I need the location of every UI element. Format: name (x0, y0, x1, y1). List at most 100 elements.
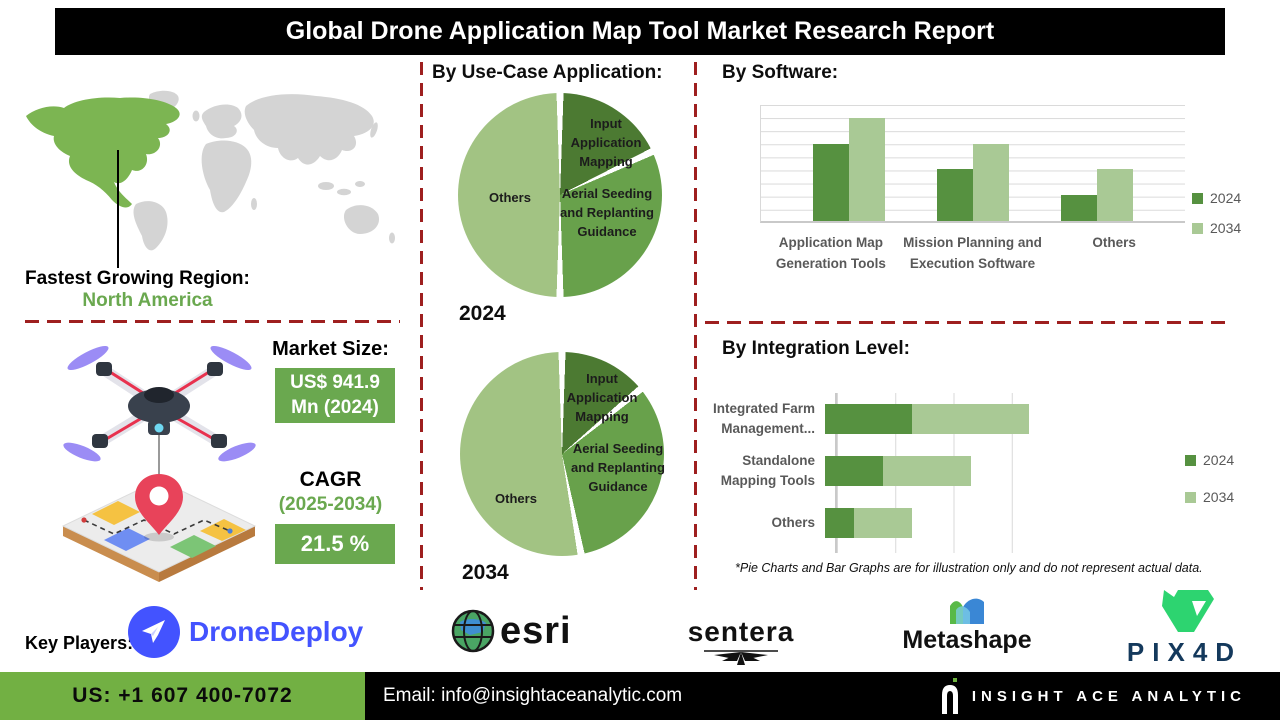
software-category-labels: Application Map Generation Tools Mission … (760, 233, 1185, 275)
disclaimer-footnote: *Pie Charts and Bar Graphs are for illus… (735, 561, 1203, 575)
metashape-wordmark: Metashape (902, 626, 1032, 654)
drone-body (128, 389, 190, 423)
bar-segment-2024 (825, 404, 913, 434)
bar-row: Others (705, 497, 1075, 549)
legend-item: 2034 (1192, 220, 1241, 236)
bar-2024 (1061, 195, 1097, 221)
market-size-value-box: US$ 941.9 Mn (2024) (275, 368, 395, 423)
bar-group (1061, 105, 1133, 221)
bar-2034 (849, 117, 885, 221)
pie-slice-label: Input Application Mapping (566, 371, 638, 424)
bar-row: Standalone Mapping Tools (705, 445, 1075, 497)
pie-slice-label: Aerial Seeding and Replanting Guidance (560, 186, 654, 239)
category-label: Integrated Farm Management... (712, 401, 815, 436)
drone-camera-lens (154, 423, 164, 433)
south-america-shape (133, 201, 168, 251)
legend-swatch-2034 (1185, 491, 1196, 503)
europe-shape (201, 104, 242, 139)
bar-2034 (973, 143, 1009, 221)
legend-label: 2024 (1203, 452, 1235, 468)
australia-shape (343, 205, 380, 234)
logo-esri: esri (450, 608, 572, 654)
bar-track (825, 456, 1058, 486)
dronedeploy-wordmark: DroneDeploy (189, 616, 364, 647)
bar-2024 (937, 169, 973, 221)
bar-2024 (813, 143, 849, 221)
bar-segment-2024 (825, 508, 855, 538)
legend-swatch-2024 (1185, 454, 1196, 466)
category-label: Others (771, 515, 815, 531)
a-monogram-icon (941, 678, 958, 714)
legend-label: 2024 (1210, 190, 1242, 206)
pix4d-wordmark: PIX4D (1126, 637, 1243, 667)
market-size-label: Market Size: (272, 338, 389, 360)
north-america-shape (26, 97, 180, 208)
category-label: Mission Planning and Execution Software (903, 235, 1042, 271)
logo-metashape: Metashape (892, 594, 1042, 655)
bar-track (825, 404, 1058, 434)
footer-email: Email: info@insightaceanalytic.com (383, 685, 683, 706)
bar-segment-2034 (912, 404, 1029, 434)
integration-bar-chart: Integrated Farm Management... Standalone … (705, 393, 1075, 553)
mountain-ribbon-icon (950, 598, 984, 624)
legend-label: 2034 (1203, 489, 1235, 505)
bar-group (937, 105, 1009, 221)
cagr-label: CAGR (299, 468, 362, 491)
logo-dronedeploy: DroneDeploy (128, 606, 363, 658)
bar-segment-2024 (825, 456, 884, 486)
key-players-label: Key Players: (25, 633, 134, 653)
bar-track (825, 508, 1058, 538)
pie-slice-label: Input Application Mapping (570, 116, 642, 169)
footer-bar: US: +1 607 400-7072 Email: info@insighta… (0, 672, 1280, 720)
vertical-divider-right (694, 62, 697, 590)
pie-year-label-2034: 2034 (462, 561, 509, 584)
africa-shape (201, 140, 252, 213)
software-legend: 2024 2034 (1192, 190, 1241, 250)
page-title: Global Drone Application Map Tool Market… (55, 8, 1225, 55)
pie-chart-2034: Input Application Mapping Aerial Seeding… (460, 352, 665, 556)
pie-slice-label: Aerial Seeding and Replanting Guidance (571, 441, 665, 494)
bar-2034 (1097, 169, 1133, 221)
category-label: Others (1092, 235, 1136, 250)
drone-over-map-illustration (61, 345, 257, 582)
market-size-value: US$ 941.9 (290, 371, 380, 393)
software-bar-chart: Application Map Generation Tools Mission … (760, 105, 1185, 275)
legend-item: 2024 (1185, 452, 1234, 468)
market-size-year: Mn (2024) (291, 396, 379, 418)
pie-year-label-2024: 2024 (459, 302, 506, 325)
propeller-icons (63, 345, 256, 462)
horizontal-divider-right (705, 321, 1230, 324)
footer-brand-text: INSIGHT ACE ANALYTIC (971, 687, 1246, 705)
logo-pix4d: PIX4D (1112, 588, 1257, 668)
paper-plane-icon (128, 606, 180, 658)
legend-swatch-2024 (1192, 192, 1203, 204)
cagr-period: (2025-2034) (278, 494, 383, 515)
legend-swatch-2034 (1192, 222, 1203, 234)
legend-item: 2024 (1192, 190, 1241, 206)
footer-phone: US: +1 607 400-7072 (0, 672, 365, 720)
category-label: Application Map Generation Tools (775, 235, 886, 271)
world-map (26, 90, 395, 251)
logo-sentera: sentera (676, 616, 806, 668)
horizontal-divider-left (25, 320, 400, 323)
software-section-title: By Software: (722, 62, 839, 83)
legend-label: 2034 (1210, 220, 1242, 236)
bar-segment-2034 (854, 508, 913, 538)
footer-brand: INSIGHT ACE ANALYTIC (940, 678, 1246, 714)
integration-legend: 2024 2034 (1185, 452, 1234, 526)
bar-group (813, 105, 885, 221)
green-chevron-mark-icon (1161, 590, 1214, 632)
cagr-value-box: 21.5 % (275, 524, 395, 564)
fastest-region-label: Fastest Growing Region: (25, 268, 250, 289)
bar-segment-2034 (883, 456, 971, 486)
vertical-divider-left (420, 62, 423, 590)
pie-chart-2024: Input Application Mapping Aerial Seeding… (458, 93, 662, 297)
integration-section-title: By Integration Level: (722, 338, 910, 359)
asia-shape (244, 94, 374, 165)
fastest-region-value: North America (82, 290, 213, 311)
category-label: Standalone Mapping Tools (720, 453, 815, 488)
pie-slice-label: Others (495, 491, 537, 506)
sentera-wordmark: sentera (687, 616, 795, 647)
pie-slice-label: Others (489, 190, 531, 205)
